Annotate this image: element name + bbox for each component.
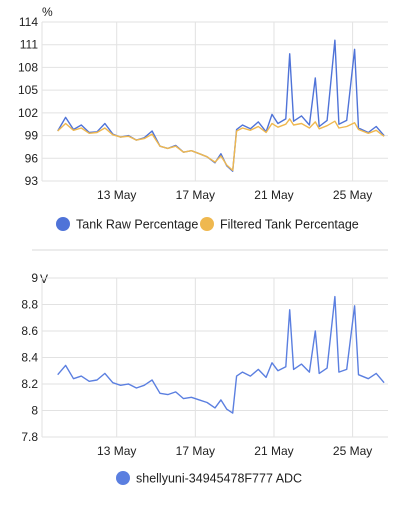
chart1-x-axis: 13 May 17 May 21 May 25 May: [97, 188, 372, 202]
chart1-ytick-label: 93: [25, 174, 39, 188]
tank-percentage-chart: % 93 96 99 102 105 108 111 114 13 May 17 May 21 M…: [18, 5, 388, 232]
legend-swatch-tank-raw: [56, 217, 70, 231]
chart2-gridlines: [41, 277, 388, 438]
chart2-ytick-label: 8.4: [21, 351, 38, 365]
chart1-xtick-label: 21 May: [254, 188, 293, 202]
chart1-xtick-label: 17 May: [176, 188, 215, 202]
legend-label-filtered-tank: Filtered Tank Percentage: [220, 218, 359, 232]
chart1-y-axis: 93 96 99 102 105 108 111 114: [18, 15, 38, 188]
chart1-xtick-label: 25 May: [333, 188, 372, 202]
legend-swatch-shelly-adc: [116, 471, 130, 485]
chart1-ytick-label: 102: [18, 106, 38, 120]
legend-item-tank-raw[interactable]: Tank Raw Percentage: [56, 217, 198, 232]
chart1-series-line-1: [57, 118, 385, 172]
chart2-xtick-label: 13 May: [97, 444, 136, 458]
chart2-xtick-label: 25 May: [333, 444, 372, 458]
adc-voltage-chart: V 7.8 8 8.2 8.4 8.6 8.8 9 13 May 17 May 21 May 25…: [21, 271, 388, 486]
chart1-gridlines: [41, 21, 388, 182]
legend-label-shelly-adc: shellyuni-34945478F777 ADC: [136, 472, 302, 486]
chart1-ytick-label: 105: [18, 83, 38, 97]
chart2-xtick-label: 21 May: [254, 444, 293, 458]
chart1-ytick-label: 96: [25, 151, 39, 165]
chart1-ytick-label: 114: [19, 15, 38, 29]
legend-item-filtered-tank[interactable]: Filtered Tank Percentage: [200, 217, 359, 232]
chart1-series-line-0: [57, 39, 385, 172]
chart2-ytick-label: 8.6: [21, 324, 38, 338]
chart2-ytick-label: 9: [31, 271, 38, 285]
legend-label-tank-raw: Tank Raw Percentage: [76, 218, 198, 232]
chart2-x-axis: 13 May 17 May 21 May 25 May: [97, 444, 372, 458]
chart2-ytick-label: 8.2: [21, 377, 38, 391]
chart2-series-line-0: [57, 295, 385, 414]
chart2-series-lines: [57, 295, 385, 414]
chart1-series-lines: [57, 39, 385, 172]
chart1-xtick-label: 13 May: [97, 188, 136, 202]
chart2-unit-label: V: [40, 272, 48, 286]
chart2-ytick-label: 8.8: [21, 298, 38, 312]
chart1-ytick-label: 111: [20, 38, 39, 52]
chart2-ytick-label: 7.8: [21, 430, 38, 444]
chart2-ytick-label: 8: [31, 404, 38, 418]
legend-item-shelly-adc[interactable]: shellyuni-34945478F777 ADC: [116, 471, 302, 486]
chart1-unit-label: %: [42, 5, 53, 19]
legend-swatch-filtered-tank: [200, 217, 214, 231]
chart2-xtick-label: 17 May: [176, 444, 215, 458]
chart2-y-axis: 7.8 8 8.2 8.4 8.6 8.8 9: [21, 271, 38, 444]
chart1-ytick-label: 99: [25, 129, 39, 143]
chart1-ytick-label: 108: [18, 60, 38, 74]
